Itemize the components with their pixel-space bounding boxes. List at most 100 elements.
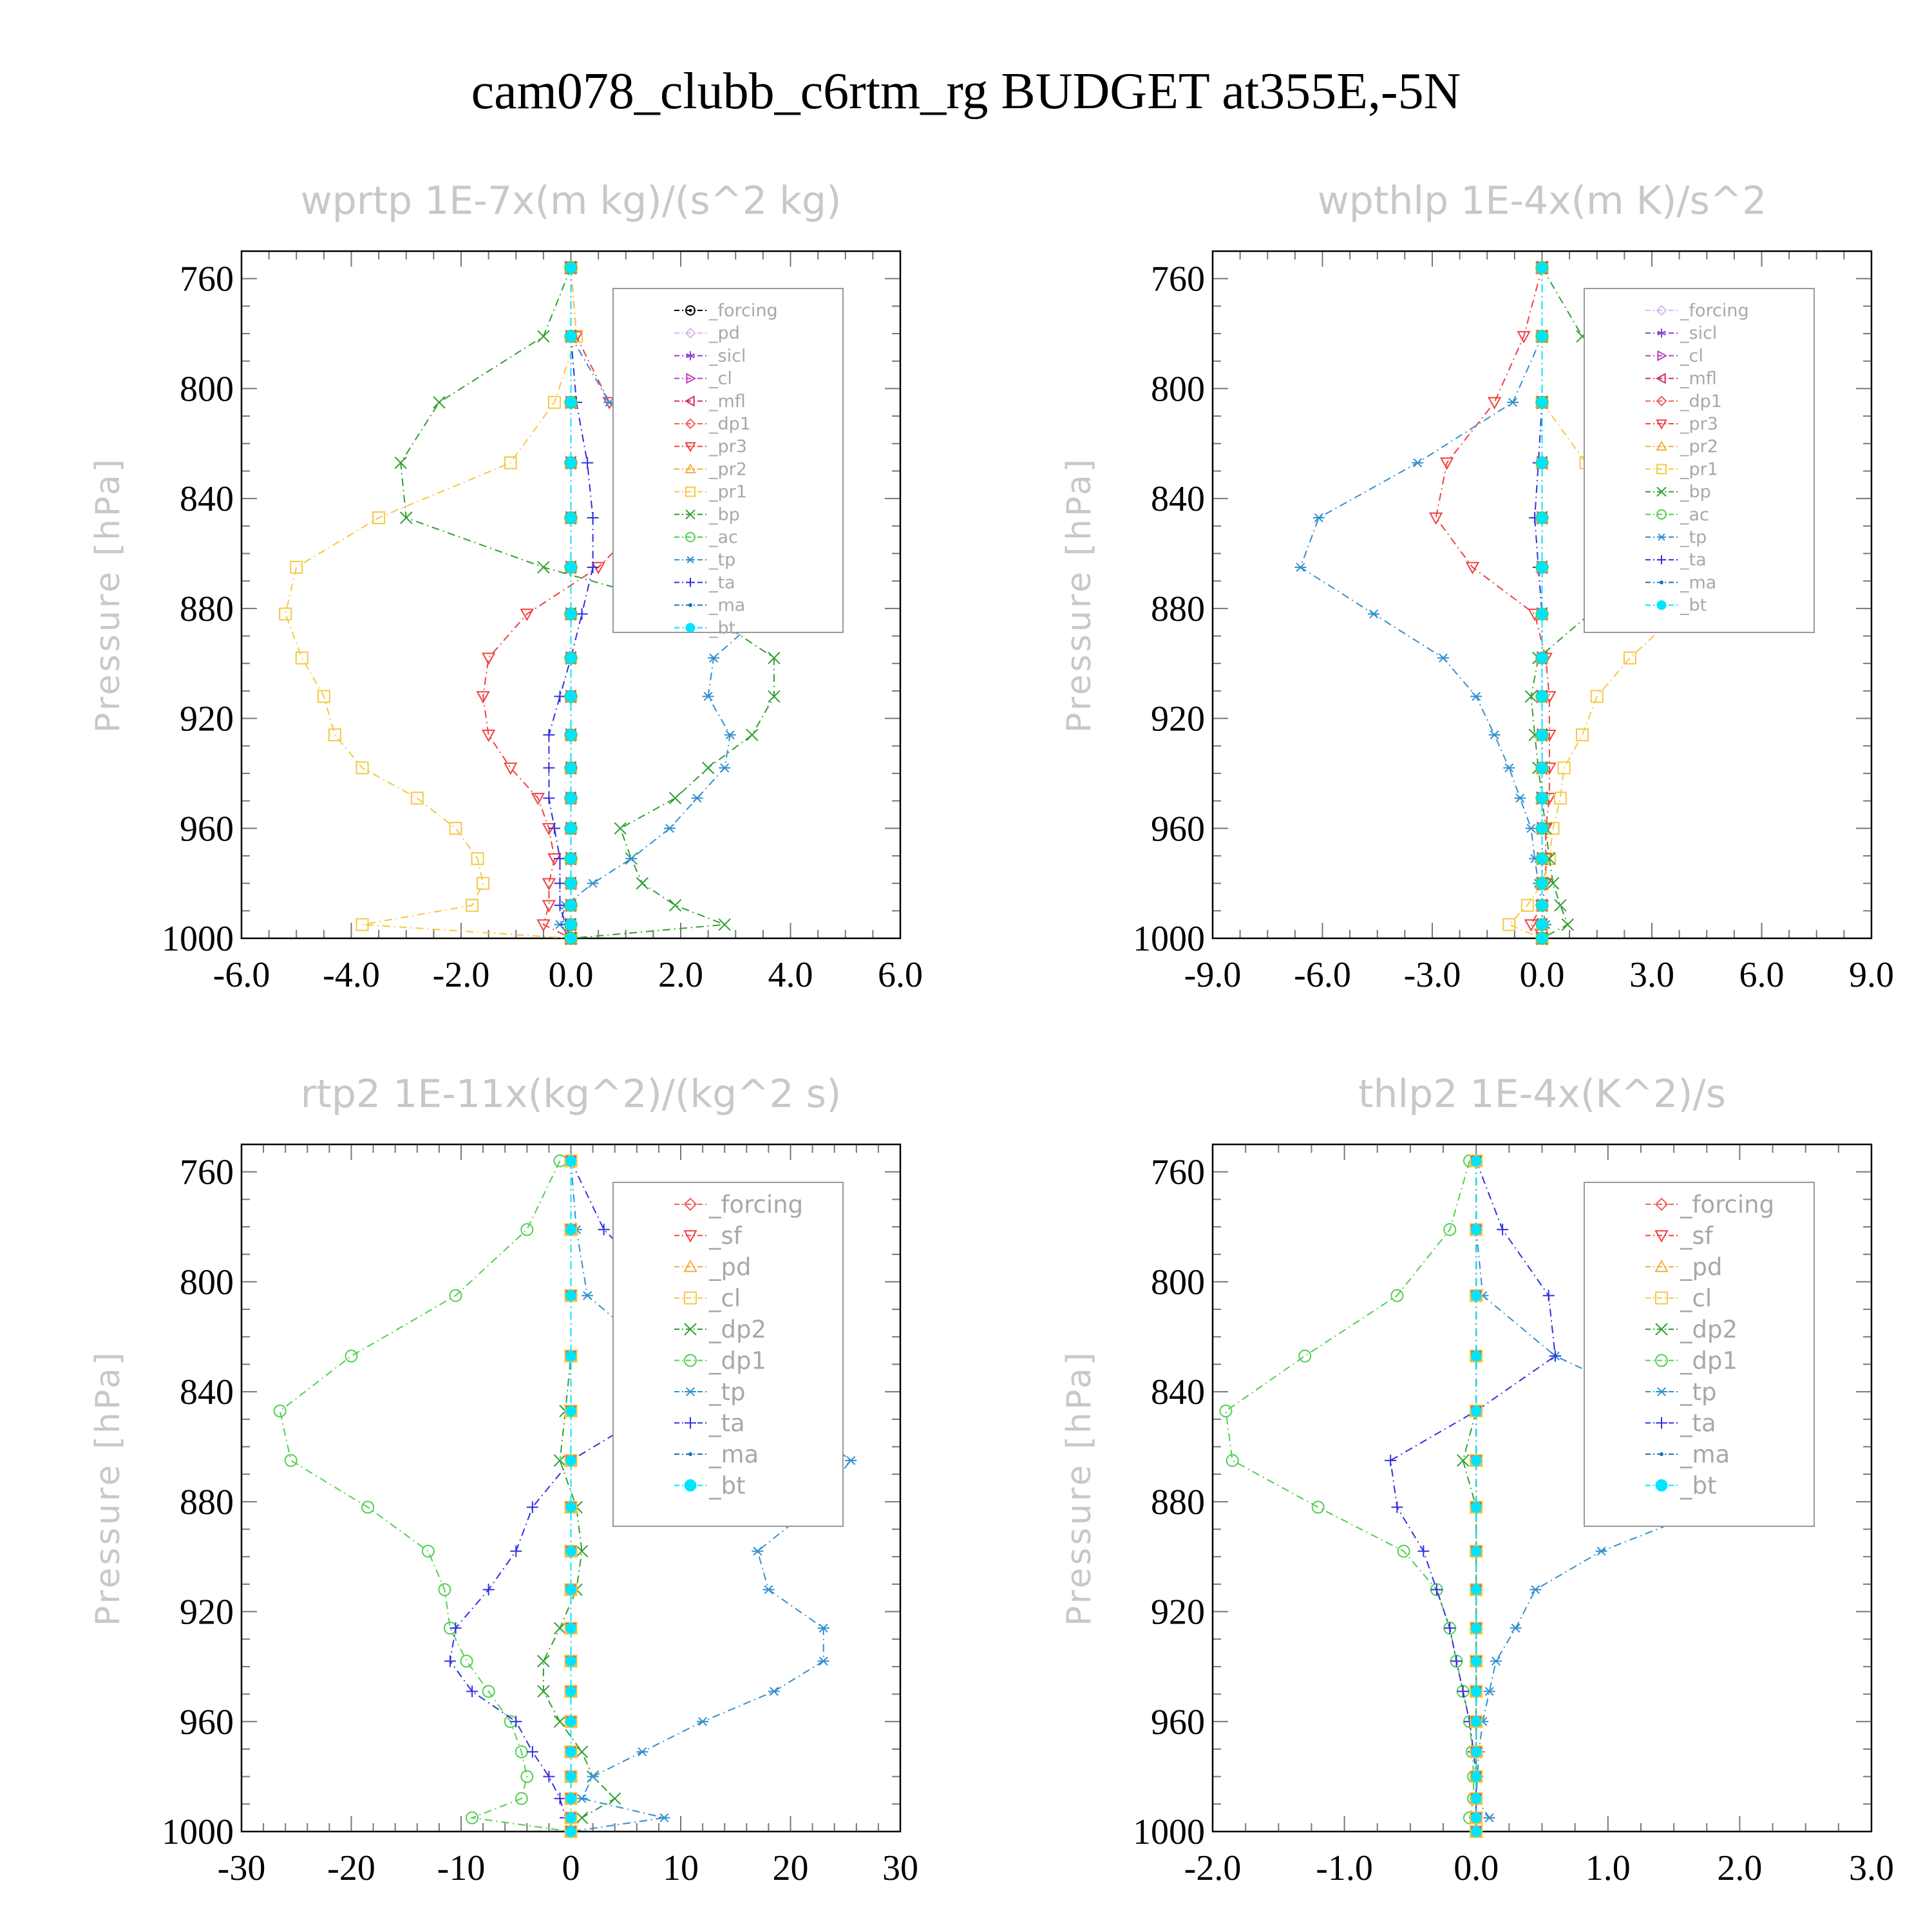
legend-label: _bt (1680, 1472, 1717, 1500)
data-point (817, 1624, 829, 1633)
data-point (1537, 919, 1548, 931)
data-point (1553, 791, 1567, 805)
data-point (614, 822, 627, 835)
data-point (565, 762, 576, 773)
data-point (1557, 761, 1571, 775)
legend-label: _pd (708, 1253, 751, 1281)
x-tick-label: -20 (327, 1848, 375, 1888)
data-point (1520, 898, 1534, 912)
data-point (1535, 918, 1549, 931)
legend-marker (1657, 350, 1668, 362)
data-point (668, 791, 682, 805)
data-point (1226, 1454, 1239, 1467)
y-tick-label: 920 (180, 1593, 234, 1633)
y-axis-label: Pressure [hPa] (1060, 457, 1099, 733)
data-point (361, 1501, 375, 1514)
legend-marker (1655, 1323, 1668, 1336)
y-tick-label: 800 (180, 1262, 234, 1302)
data-point (1517, 331, 1531, 344)
data-point (520, 1770, 534, 1783)
x-tick-label: 9.0 (1849, 955, 1894, 995)
data-point (565, 1584, 576, 1595)
data-point (565, 878, 576, 889)
data-point (582, 457, 594, 469)
series-pr3 (1428, 262, 1557, 946)
data-point (564, 651, 578, 665)
data-point (1535, 852, 1549, 866)
y-tick-label: 760 (180, 1153, 234, 1193)
series-line (279, 1160, 571, 1832)
data-point (762, 1585, 775, 1595)
y-axis-label: Pressure [hPa] (89, 1350, 128, 1626)
data-point (1368, 609, 1380, 619)
legend-label: _pr2 (1680, 437, 1718, 457)
data-point (295, 651, 308, 665)
data-point (1470, 1746, 1482, 1757)
series-bt (1470, 1155, 1482, 1837)
data-point (510, 1716, 522, 1728)
legend-label: _bt (708, 1472, 746, 1500)
data-point (355, 918, 369, 931)
x-tick-label: -2.0 (433, 955, 490, 995)
legend-marker (684, 1354, 697, 1367)
data-point (565, 690, 576, 702)
data-point (536, 919, 551, 932)
data-point (1470, 1716, 1482, 1727)
y-tick-label: 840 (180, 1372, 234, 1412)
legend-marker (686, 578, 695, 587)
panel-title: thlp2 1E-4x(K^2)/s (1358, 1072, 1726, 1117)
legend-marker (686, 351, 695, 361)
x-tick-label: 10 (663, 1848, 699, 1888)
legend-marker (1654, 1230, 1669, 1243)
data-point (565, 1501, 576, 1513)
data-point (1391, 1501, 1403, 1513)
x-tick-label: -2.0 (1184, 1848, 1242, 1888)
data-point (1444, 1622, 1456, 1634)
data-point (768, 651, 781, 665)
data-point (565, 1771, 576, 1783)
series-line (1475, 1160, 1808, 1832)
legend-marker (685, 418, 696, 430)
data-point (587, 878, 599, 888)
legend-label: _forcing (1680, 1191, 1774, 1218)
legend-label: _cl (708, 1285, 741, 1312)
data-point (1457, 1454, 1470, 1467)
series-line (400, 267, 775, 939)
legend-label: _ta (1680, 550, 1707, 570)
legend-label: _bt (708, 618, 735, 638)
legend-marker (684, 1479, 697, 1492)
legend-label: _pd (708, 323, 740, 343)
y-tick-label: 760 (1151, 260, 1205, 299)
legend-marker (1655, 1479, 1668, 1492)
data-point (1457, 1685, 1469, 1698)
legend-label: _pr1 (1680, 459, 1718, 479)
data-point (1546, 876, 1560, 890)
legend-label: _dp1 (1680, 392, 1722, 412)
y-tick-label: 1000 (162, 1812, 234, 1852)
data-point (565, 822, 576, 834)
legend-marker (683, 1230, 697, 1243)
data-point (1470, 1584, 1482, 1595)
data-point (542, 878, 556, 891)
series-line (1462, 1160, 1477, 1832)
data-point (1537, 690, 1548, 702)
x-tick-label: 1.0 (1586, 1848, 1631, 1888)
legend-marker (684, 1291, 697, 1305)
data-point (548, 822, 560, 835)
legend-marker (685, 442, 696, 453)
x-tick-label: -1.0 (1316, 1848, 1373, 1888)
y-tick-label: 880 (180, 589, 234, 629)
legend-label: _sicl (1680, 323, 1717, 343)
data-point (449, 822, 462, 835)
data-point (565, 1655, 576, 1667)
data-point (575, 1811, 589, 1824)
data-point (1470, 1350, 1482, 1362)
data-point (565, 1826, 576, 1837)
legend-label: _sf (708, 1222, 743, 1250)
data-point (565, 1455, 576, 1466)
legend-marker (1655, 1291, 1668, 1305)
data-point (1537, 853, 1548, 864)
legend-marker (688, 1452, 692, 1456)
legend-label: _forcing (1680, 301, 1749, 321)
series-ta (1529, 261, 1548, 944)
